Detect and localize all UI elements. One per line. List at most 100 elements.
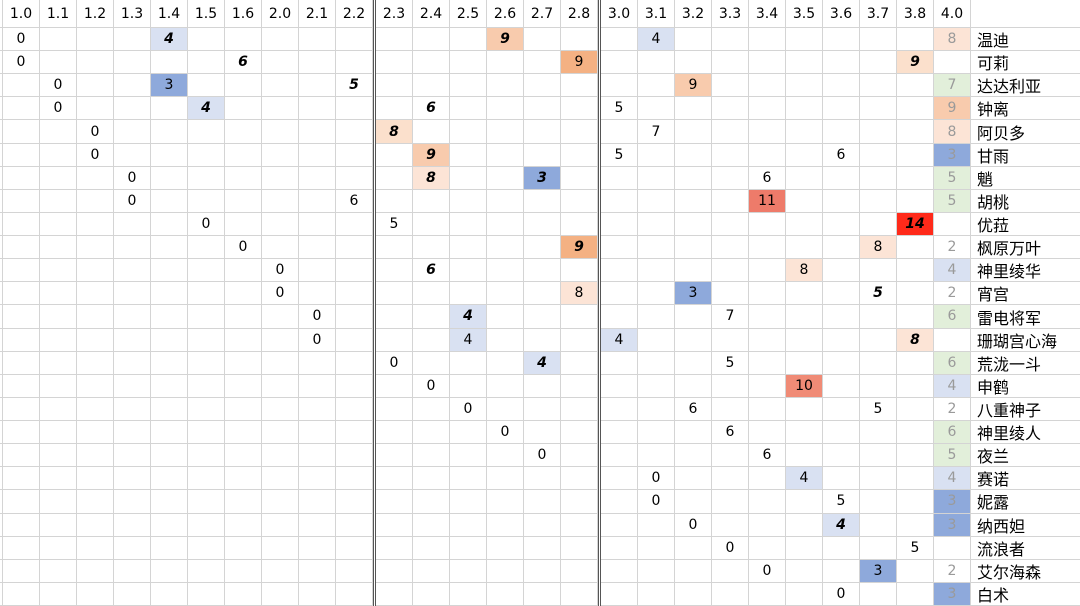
column-header[interactable]: 2.7: [524, 0, 561, 28]
value-cell[interactable]: 4: [934, 374, 971, 398]
cell[interactable]: [675, 120, 712, 144]
cell[interactable]: [712, 120, 749, 144]
name-cell[interactable]: 魈: [971, 167, 1080, 190]
cell[interactable]: [823, 212, 860, 237]
cell[interactable]: [3, 374, 40, 398]
cell[interactable]: [860, 51, 897, 75]
cell[interactable]: [299, 351, 336, 375]
cell[interactable]: [561, 28, 598, 52]
cell[interactable]: [524, 74, 561, 98]
column-header[interactable]: 1.3: [114, 0, 151, 28]
cell[interactable]: [561, 74, 598, 98]
cell[interactable]: [77, 236, 114, 260]
cell[interactable]: [40, 259, 77, 283]
cell[interactable]: [114, 282, 151, 306]
cell[interactable]: [3, 120, 40, 144]
cell[interactable]: [860, 513, 897, 537]
cell[interactable]: [376, 513, 413, 537]
value-cell[interactable]: 3: [934, 582, 971, 606]
value-cell[interactable]: 8: [860, 236, 897, 260]
cell[interactable]: [487, 559, 524, 583]
cell[interactable]: [376, 444, 413, 468]
cell[interactable]: [336, 444, 373, 468]
cell[interactable]: [413, 212, 450, 237]
cell[interactable]: [77, 490, 114, 514]
value-cell[interactable]: 0: [376, 351, 413, 375]
column-header[interactable]: 1.1: [40, 0, 77, 28]
cell[interactable]: [561, 374, 598, 398]
cell[interactable]: [262, 143, 299, 167]
cell[interactable]: [675, 97, 712, 121]
cell[interactable]: [376, 374, 413, 398]
cell[interactable]: [151, 120, 188, 144]
cell[interactable]: [3, 212, 40, 237]
cell[interactable]: [638, 259, 675, 283]
cell[interactable]: [114, 421, 151, 445]
cell[interactable]: [336, 351, 373, 375]
cell[interactable]: [561, 189, 598, 213]
cell[interactable]: [638, 166, 675, 190]
cell[interactable]: [40, 328, 77, 352]
name-cell[interactable]: 神里绫人: [971, 421, 1080, 445]
cell[interactable]: [675, 421, 712, 445]
cell[interactable]: [860, 143, 897, 167]
cell[interactable]: [712, 97, 749, 121]
cell[interactable]: [188, 351, 225, 375]
cell[interactable]: [450, 374, 487, 398]
cell[interactable]: [3, 282, 40, 306]
cell[interactable]: [299, 74, 336, 98]
cell[interactable]: [114, 305, 151, 329]
value-cell[interactable]: 9: [561, 236, 598, 260]
cell[interactable]: [262, 28, 299, 52]
cell[interactable]: [897, 120, 934, 144]
cell[interactable]: [299, 582, 336, 606]
cell[interactable]: [262, 236, 299, 260]
cell[interactable]: [638, 421, 675, 445]
cell[interactable]: [151, 490, 188, 514]
cell[interactable]: [413, 513, 450, 537]
cell[interactable]: [114, 212, 151, 237]
cell[interactable]: [487, 74, 524, 98]
cell[interactable]: [786, 328, 823, 352]
cell[interactable]: [40, 143, 77, 167]
cell[interactable]: [601, 282, 638, 306]
cell[interactable]: [712, 282, 749, 306]
cell[interactable]: [487, 328, 524, 352]
cell[interactable]: [299, 444, 336, 468]
value-cell[interactable]: 8: [934, 120, 971, 144]
cell[interactable]: [675, 212, 712, 237]
value-cell[interactable]: 6: [712, 421, 749, 445]
cell[interactable]: [114, 467, 151, 491]
cell[interactable]: [77, 351, 114, 375]
cell[interactable]: [675, 467, 712, 491]
cell[interactable]: [860, 305, 897, 329]
cell[interactable]: [934, 536, 971, 560]
cell[interactable]: [3, 259, 40, 283]
cell[interactable]: [675, 28, 712, 52]
cell[interactable]: [897, 143, 934, 167]
column-header[interactable]: 1.6: [225, 0, 262, 28]
value-cell[interactable]: 0: [712, 536, 749, 560]
cell[interactable]: [151, 559, 188, 583]
cell[interactable]: [262, 374, 299, 398]
value-cell[interactable]: 5: [860, 397, 897, 422]
cell[interactable]: [786, 421, 823, 445]
value-cell[interactable]: 0: [77, 143, 114, 167]
cell[interactable]: [450, 236, 487, 260]
cell[interactable]: [897, 305, 934, 329]
column-header[interactable]: 3.8: [897, 0, 934, 28]
cell[interactable]: [413, 421, 450, 445]
cell[interactable]: [450, 97, 487, 121]
cell[interactable]: [40, 236, 77, 260]
cell[interactable]: [151, 397, 188, 422]
column-header[interactable]: 1.0: [3, 0, 40, 28]
cell[interactable]: [638, 328, 675, 352]
value-cell[interactable]: 0: [487, 421, 524, 445]
cell[interactable]: [262, 189, 299, 213]
cell[interactable]: [114, 536, 151, 560]
value-cell[interactable]: 5: [601, 97, 638, 121]
cell[interactable]: [151, 513, 188, 537]
cell[interactable]: [3, 397, 40, 422]
cell[interactable]: [3, 536, 40, 560]
cell[interactable]: [299, 189, 336, 213]
